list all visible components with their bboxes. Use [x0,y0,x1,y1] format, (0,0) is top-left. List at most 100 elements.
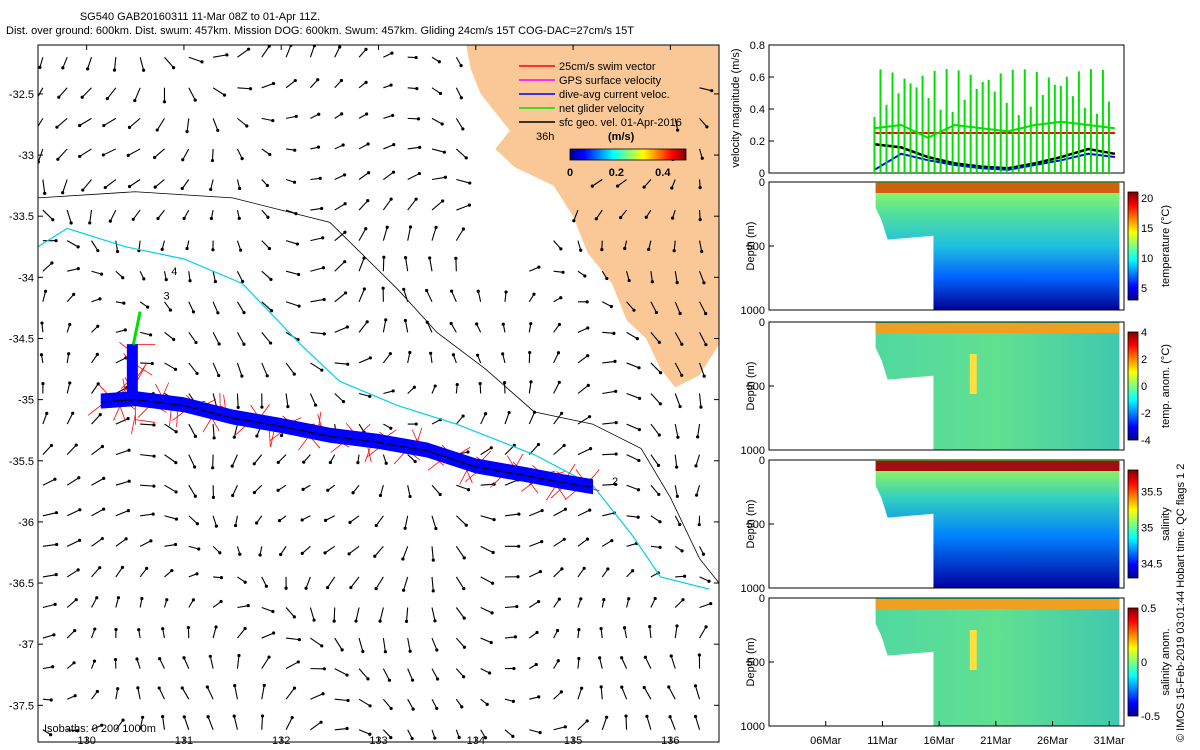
geo-arrow-head [209,216,213,221]
geo-arrow [650,598,656,608]
geo-arrow [42,179,46,194]
section-colorbar-tick: 35.5 [1141,487,1162,499]
geo-arrow-head [206,715,210,719]
geo-arrow-head [389,83,393,87]
geo-arrow [157,209,165,219]
geo-arrow-head [317,112,321,116]
geo-arrow [212,87,225,96]
geo-arrow [206,686,214,700]
geo-arrow-head [156,216,160,221]
geo-arrow-head [343,291,348,295]
geo-arrow-head [705,125,709,129]
geo-arrow-head [322,332,326,336]
geo-arrow-head [680,549,684,553]
geo-arrow-head [186,625,190,630]
geo-arrow-head [408,494,412,499]
geo-arrow-head [381,286,385,290]
geo-arrow [697,423,701,437]
geo-arrow [674,515,681,525]
section-colorbar-tick: 2 [1141,354,1147,366]
section-panel: 0 500 1000 Depth (m) 5 10 15 20 temperature (°C) [741,177,1172,317]
geo-arrow [303,454,311,463]
geo-arrow [91,597,98,608]
geo-arrow [154,179,165,188]
geo-arrow-head [700,156,704,160]
geo-arrow [181,687,190,700]
geo-arrow [528,381,532,394]
geo-arrow-head [403,526,407,530]
geo-arrow-head [340,648,344,652]
geo-arrow-head [476,289,480,293]
geo-arrow [358,729,371,735]
geo-arrow-head [623,246,627,251]
geo-arrow [553,240,562,250]
geo-arrow-head [585,719,589,723]
geo-arrow-head [208,654,212,658]
geo-arrow [164,570,173,578]
geo-arrow-head [325,585,330,590]
geo-arrow-head [658,371,663,375]
geo-arrow-head [319,720,323,724]
geo-arrow [212,515,217,527]
geo-arrow-head [113,657,118,662]
geo-arrow-head [191,310,196,314]
geo-arrow-head [346,698,350,703]
geo-arrow-head [38,65,42,69]
map-colorbar-ticks: 0 0.2 0.4 [567,167,671,179]
geo-arrow [310,331,325,335]
geo-arrow-head [155,128,159,132]
geo-arrow-head [643,655,648,659]
geo-arrow-head [429,351,433,355]
geo-arrow-head [213,279,217,284]
geo-arrow-head [272,631,276,635]
geo-arrow-head [80,95,84,99]
geo-arrow [669,716,676,730]
geo-arrow [164,515,177,520]
geo-arrow-head [501,352,505,356]
geo-arrow-head [292,180,297,184]
geo-arrow-head [266,215,270,219]
geo-arrow [553,352,559,364]
geo-arrow [592,179,603,187]
geo-arrow-head [562,443,566,448]
geo-arrow [407,146,420,150]
geo-arrow-head [669,654,673,658]
geo-arrow-head [145,566,149,571]
geo-arrow-head [654,310,659,315]
geo-arrow-head [388,352,392,356]
geo-arrow-head [710,89,714,93]
geo-arrow-head [262,683,266,688]
section-colorbar-tick: 5 [1141,283,1147,295]
geo-arrow-head [675,494,679,498]
geo-arrow-head [648,625,652,629]
geo-arrow-head [362,287,366,291]
geo-arrow [626,271,630,281]
geo-arrow [309,393,317,406]
geo-arrow [699,301,707,314]
geo-arrow-head [668,715,672,719]
geo-arrow-head [667,685,671,689]
geo-arrow-head [653,596,657,601]
geo-arrow [334,326,348,333]
vel-y-tick-label: 0.2 [750,136,765,148]
geo-arrow [382,729,392,738]
geo-arrow-head [586,326,590,330]
geo-arrow-head [328,460,332,465]
geo-arrow [62,57,68,69]
geo-arrow [480,447,492,456]
geo-arrow [188,423,196,437]
geo-arrow-head [490,581,495,585]
geo-arrow-head [449,321,453,326]
geo-arrow-head [678,404,682,409]
geo-arrow [456,204,470,211]
geo-arrow-head [290,716,294,720]
geo-arrow [407,198,417,211]
geo-arrow-head [364,227,368,231]
geo-arrow [164,423,177,433]
geo-arrow [164,484,177,493]
geo-arrow-head [193,494,197,498]
y-tick-label: -35 [18,395,34,407]
geo-arrow [451,290,457,303]
geo-arrow-head [698,217,702,222]
